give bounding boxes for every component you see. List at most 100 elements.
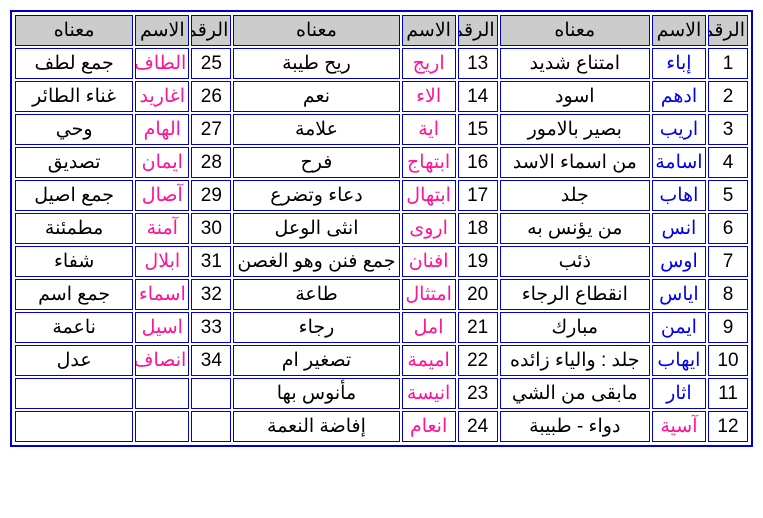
cell-name: اريب bbox=[652, 114, 706, 145]
cell-meaning: إفاضة النعمة bbox=[233, 411, 399, 442]
cell-number: 14 bbox=[458, 81, 498, 112]
cell-name: اسيل bbox=[135, 312, 189, 343]
cell-number: 17 bbox=[458, 180, 498, 211]
cell-number: 11 bbox=[708, 378, 748, 409]
cell-name: اهاب bbox=[652, 180, 706, 211]
table-row: 9ايمنمبارك21املرجاء33اسيلناعمة bbox=[15, 312, 748, 343]
table-row: 1إباءامتناع شديد13اريجريح طيبة25الطافجمع… bbox=[15, 48, 748, 79]
cell-meaning: ناعمة bbox=[15, 312, 133, 343]
cell-meaning: مأنوس بها bbox=[233, 378, 399, 409]
cell-number: 15 bbox=[458, 114, 498, 145]
cell-name: اسامة bbox=[652, 147, 706, 178]
cell-name: ابتهاج bbox=[402, 147, 456, 178]
cell-meaning: تصغير ام bbox=[233, 345, 399, 376]
cell-meaning: تصديق bbox=[15, 147, 133, 178]
cell-number: 28 bbox=[191, 147, 231, 178]
cell-number: 22 bbox=[458, 345, 498, 376]
cell-number: 3 bbox=[708, 114, 748, 145]
cell-name: ايمان bbox=[135, 147, 189, 178]
cell-meaning: جمع لطف bbox=[15, 48, 133, 79]
cell-name: انصاف bbox=[135, 345, 189, 376]
cell-meaning: فرح bbox=[233, 147, 399, 178]
cell-meaning: طاعة bbox=[233, 279, 399, 310]
cell-number: 23 bbox=[458, 378, 498, 409]
cell-name: ابلال bbox=[135, 246, 189, 277]
header-mean-2: معناه bbox=[233, 15, 399, 46]
cell-name: اروى bbox=[402, 213, 456, 244]
cell-name: ايهاب bbox=[652, 345, 706, 376]
cell-name: ايمن bbox=[652, 312, 706, 343]
cell-number: 19 bbox=[458, 246, 498, 277]
cell-number: 12 bbox=[708, 411, 748, 442]
cell-number: 32 bbox=[191, 279, 231, 310]
cell-name: انعام bbox=[402, 411, 456, 442]
cell-meaning: من يؤنس به bbox=[500, 213, 650, 244]
cell-number: 27 bbox=[191, 114, 231, 145]
cell-meaning: اسود bbox=[500, 81, 650, 112]
header-name-1: الاسم bbox=[652, 15, 706, 46]
cell-meaning: بصير بالامور bbox=[500, 114, 650, 145]
header-mean-3: معناه bbox=[15, 15, 133, 46]
header-num-1: الرقم bbox=[708, 15, 748, 46]
cell-number: 18 bbox=[458, 213, 498, 244]
table-row: 4اسامةمن اسماء الاسد16ابتهاجفرح28ايمانتص… bbox=[15, 147, 748, 178]
cell-name: ادهم bbox=[652, 81, 706, 112]
cell-name: الاء bbox=[402, 81, 456, 112]
cell-number bbox=[191, 411, 231, 442]
cell-name: امتثال bbox=[402, 279, 456, 310]
cell-meaning: نعم bbox=[233, 81, 399, 112]
cell-number: 26 bbox=[191, 81, 231, 112]
table-row: 7اوسذئب19افنانجمع فنن وهو الغصن31ابلالشف… bbox=[15, 246, 748, 277]
cell-meaning: من اسماء الاسد bbox=[500, 147, 650, 178]
cell-name: اريج bbox=[402, 48, 456, 79]
header-name-2: الاسم bbox=[402, 15, 456, 46]
table-row: 10ايهابجلد : والياء زائده22اميمةتصغير ام… bbox=[15, 345, 748, 376]
cell-meaning: ذئب bbox=[500, 246, 650, 277]
cell-meaning: جلد bbox=[500, 180, 650, 211]
cell-meaning bbox=[15, 378, 133, 409]
cell-name: امل bbox=[402, 312, 456, 343]
cell-number: 7 bbox=[708, 246, 748, 277]
cell-name: آصال bbox=[135, 180, 189, 211]
header-num-2: الرقم bbox=[458, 15, 498, 46]
table-row: 2ادهماسود14الاءنعم26اغاريدغناء الطائر bbox=[15, 81, 748, 112]
table-row: 12آسيةدواء - طبيبة24انعامإفاضة النعمة bbox=[15, 411, 748, 442]
cell-name: ابتهال bbox=[402, 180, 456, 211]
table-row: 3اريببصير بالامور15ايةعلامة27الهاموحي bbox=[15, 114, 748, 145]
cell-meaning: مابقى من الشي bbox=[500, 378, 650, 409]
cell-meaning: امتناع شديد bbox=[500, 48, 650, 79]
cell-number: 30 bbox=[191, 213, 231, 244]
cell-number: 21 bbox=[458, 312, 498, 343]
cell-meaning: ريح طيبة bbox=[233, 48, 399, 79]
cell-name: اثار bbox=[652, 378, 706, 409]
cell-meaning bbox=[15, 411, 133, 442]
cell-number: 10 bbox=[708, 345, 748, 376]
header-num-3: الرقم bbox=[191, 15, 231, 46]
cell-number: 33 bbox=[191, 312, 231, 343]
cell-meaning: علامة bbox=[233, 114, 399, 145]
cell-meaning: وحي bbox=[15, 114, 133, 145]
cell-name: إباء bbox=[652, 48, 706, 79]
cell-number bbox=[191, 378, 231, 409]
cell-number: 29 bbox=[191, 180, 231, 211]
cell-meaning: مبارك bbox=[500, 312, 650, 343]
cell-number: 9 bbox=[708, 312, 748, 343]
cell-number: 4 bbox=[708, 147, 748, 178]
cell-meaning: جمع اصيل bbox=[15, 180, 133, 211]
table-row: 6انسمن يؤنس به18اروىانثى الوعل30آمنةمطمئ… bbox=[15, 213, 748, 244]
table-row: 8اياسانقطاع الرجاء20امتثالطاعة32اسماءجمع… bbox=[15, 279, 748, 310]
cell-number: 25 bbox=[191, 48, 231, 79]
cell-number: 20 bbox=[458, 279, 498, 310]
names-table-container: الرقم الاسم معناه الرقم الاسم معناه الرق… bbox=[10, 10, 753, 447]
cell-meaning: انقطاع الرجاء bbox=[500, 279, 650, 310]
cell-meaning: انثى الوعل bbox=[233, 213, 399, 244]
cell-meaning: جمع فنن وهو الغصن bbox=[233, 246, 399, 277]
cell-meaning: جلد : والياء زائده bbox=[500, 345, 650, 376]
cell-number: 2 bbox=[708, 81, 748, 112]
cell-name bbox=[135, 411, 189, 442]
cell-name: انس bbox=[652, 213, 706, 244]
cell-name: انيسة bbox=[402, 378, 456, 409]
header-row: الرقم الاسم معناه الرقم الاسم معناه الرق… bbox=[15, 15, 748, 46]
cell-name: اميمة bbox=[402, 345, 456, 376]
cell-number: 13 bbox=[458, 48, 498, 79]
